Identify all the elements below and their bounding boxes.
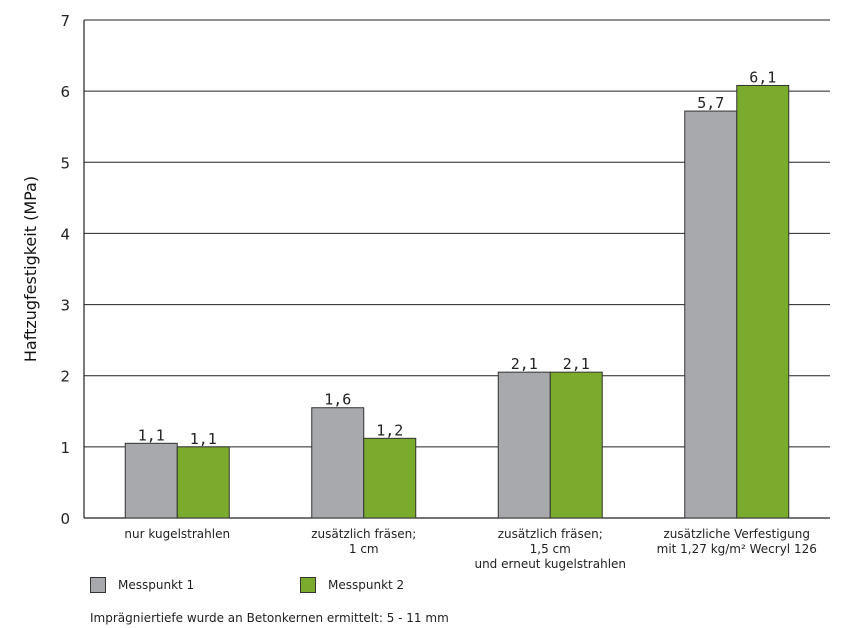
legend-label-messpunkt-1: Messpunkt 1 <box>118 578 195 592</box>
bar-2-3 <box>549 371 603 519</box>
y-tick-label-7: 7 <box>60 12 70 30</box>
category-label-4-line-1: zusätzliche Verfestigung <box>663 527 810 541</box>
y-axis-title: Haftzugfestigkeit (MPa) <box>21 176 40 362</box>
category-label-3-line-2: 1,5 cm <box>530 542 571 556</box>
bar-1-1 <box>124 442 178 519</box>
y-tick-label-5: 5 <box>60 154 70 172</box>
legend-item-messpunkt-1: Messpunkt 1 <box>90 577 300 593</box>
category-label-4-line-2: mit 1,27 kg/m² Wecryl 126 <box>657 542 817 556</box>
legend-label-messpunkt-2: Messpunkt 2 <box>328 578 405 592</box>
bar-1-2 <box>311 407 365 519</box>
bar-2-1 <box>176 446 230 519</box>
y-tick-label-1: 1 <box>60 439 70 457</box>
category-label-3-line-3: und erneut kugelstrahlen <box>474 557 626 571</box>
category-label-1-line-1: nur kugelstrahlen <box>124 527 230 541</box>
legend-item-messpunkt-2: Messpunkt 2 <box>300 577 510 593</box>
y-tick-label-4: 4 <box>60 225 70 243</box>
legend: Messpunkt 1 Messpunkt 2 <box>90 577 510 593</box>
legend-swatch-messpunkt-1 <box>90 577 106 593</box>
data-label-1-1: 1,1 <box>138 426 165 444</box>
y-tick-label-6: 6 <box>60 83 70 101</box>
footnote: Imprägniertiefe wurde an Betonkernen erm… <box>90 611 449 625</box>
data-label-2-1: 1,1 <box>190 430 217 448</box>
data-label-1-3: 2,1 <box>511 355 538 373</box>
bar-2-4 <box>736 84 790 519</box>
bar-chart: 0 1 2 3 4 5 6 7 Haftzugfestigkeit (MPa) 1,1 1,1 nur… <box>21 12 830 571</box>
data-label-1-4: 5,7 <box>697 94 724 112</box>
y-tick-label-0: 0 <box>60 510 70 528</box>
bar-1-4 <box>684 110 738 519</box>
data-label-2-4: 6,1 <box>749 68 776 86</box>
category-label-2-line-1: zusätzlich fräsen; <box>311 527 416 541</box>
data-label-1-2: 1,6 <box>324 391 351 409</box>
y-tick-label-3: 3 <box>60 297 70 315</box>
data-label-2-2: 1,2 <box>376 421 403 439</box>
data-label-2-3: 2,1 <box>563 355 590 373</box>
category-label-3-line-1: zusätzlich fräsen; <box>498 527 603 541</box>
bar-1-3 <box>497 371 551 519</box>
bar-2-2 <box>363 437 417 519</box>
y-tick-label-2: 2 <box>60 368 70 386</box>
category-label-2-line-2: 1 cm <box>349 542 379 556</box>
legend-swatch-messpunkt-2 <box>300 577 316 593</box>
